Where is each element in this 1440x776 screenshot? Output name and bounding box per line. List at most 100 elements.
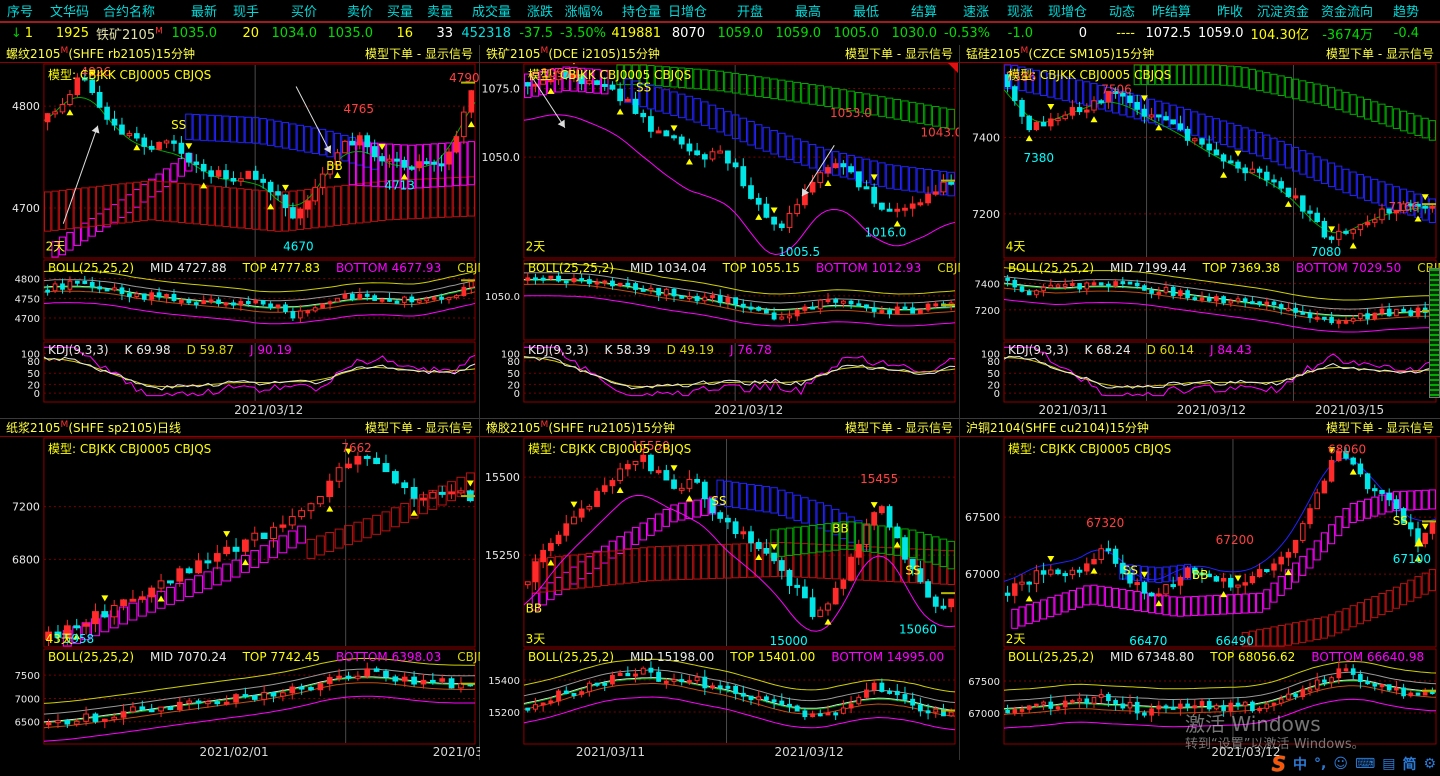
boll-chart[interactable]: 1050.0: [480, 259, 959, 341]
quote-value-row[interactable]: ↓ 1 1925 铁矿2105M 1035.0 20 1034.0 1035.0 16 33 452…: [0, 23, 1440, 44]
sogou-logo-icon[interactable]: S: [1271, 752, 1287, 776]
panel-titlebar[interactable]: 沪铜2104(SHFE cu2104)15分钟 模型下单 - 显示信号: [960, 419, 1440, 437]
quote-col-header[interactable]: 合约名称: [102, 5, 155, 20]
boll-chart[interactable]: 7500 7000 6500: [0, 648, 479, 745]
skin-icon[interactable]: ▤: [1382, 756, 1396, 772]
quote-col-value[interactable]: 8070: [671, 26, 705, 41]
boll-chart[interactable]: 67500 67000: [960, 648, 1440, 745]
quote-col-value[interactable]: ↓ 1: [10, 26, 33, 41]
boll-chart-area[interactable]: 67500 67000 BOLL(25,25,2) MID 67348.80 TOP …: [960, 648, 1440, 745]
panel-titlebar[interactable]: 纸浆2105M(SHFE sp2105)日线 模型下单 - 显示信号: [0, 419, 479, 437]
toolbox-icon[interactable]: ⚙: [1423, 756, 1436, 772]
quote-col-header[interactable]: 结算: [910, 5, 937, 20]
scrollbar[interactable]: [1429, 268, 1440, 398]
quote-col-header[interactable]: 现手: [232, 5, 259, 20]
boll-chart-area[interactable]: 7500 7000 6500 BOLL(25,25,2) MID 7070.24 TOP…: [0, 648, 496, 745]
main-chart-area[interactable]: 7200 6800 7662 5958 43天 模型: CBJKK CBJ0005 CB…: [0, 437, 479, 648]
quote-col-value[interactable]: -0.53%: [944, 26, 990, 41]
quote-col-value[interactable]: -3.50%: [560, 26, 606, 41]
quote-col-value[interactable]: -37.5: [519, 26, 553, 41]
main-chart-area[interactable]: 7400 7200 7586 7506 7380 7166 7080 4天 模型: CBJKK…: [960, 63, 1440, 259]
main-chart-area[interactable]: 15500 15250 15550 15455 SS BB BB SS 15060 15000 3天…: [480, 437, 959, 648]
panel-titlebar[interactable]: 锰硅2105M(CZCE SM105)15分钟 模型下单 - 显示信号: [960, 45, 1440, 63]
quote-col-value[interactable]: -1.0: [1007, 26, 1033, 41]
quote-col-header[interactable]: 最新: [190, 5, 217, 20]
model-order-signal-button[interactable]: 模型下单 - 显示信号: [1326, 47, 1434, 61]
chart-panel[interactable]: 螺纹2105M(SHFE rb2105)15分钟 模型下单 - 显示信号 480…: [0, 45, 496, 419]
kdj-chart-area[interactable]: 100 80 50 20 0 KDJ(9,3,3) K 58.39 D 49.19 J 76.…: [480, 341, 959, 403]
quote-col-header[interactable]: 现增仓: [1047, 5, 1087, 20]
quote-col-header[interactable]: 成交量: [471, 5, 511, 20]
quote-col-value[interactable]: ----: [1116, 26, 1135, 41]
quote-col-header[interactable]: 序号: [6, 5, 33, 20]
panel-titlebar[interactable]: 铁矿2105M(DCE i2105)15分钟 模型下单 - 显示信号: [480, 45, 959, 63]
boll-chart[interactable]: 15400 15200: [480, 648, 959, 745]
quote-col-value[interactable]: -0.4: [1393, 26, 1419, 41]
main-chart-area[interactable]: 1075.0 1050.0 1097.0 SS 1053.0 1043.0 1016.0 10…: [480, 63, 959, 259]
boll-chart-area[interactable]: 7400 7200 BOLL(25,25,2) MID 7199.44 TOP 736…: [960, 259, 1440, 341]
quote-col-header[interactable]: 日增仓: [668, 5, 708, 20]
quote-col-header[interactable]: 趋势: [1392, 5, 1419, 20]
quote-col-value[interactable]: 419881: [611, 26, 661, 41]
quote-col-value[interactable]: 1035.0: [327, 26, 374, 41]
quote-col-header[interactable]: 卖量: [426, 5, 453, 20]
keyboard-icon[interactable]: ⌨: [1354, 756, 1376, 772]
boll-chart[interactable]: 7400 7200: [960, 259, 1440, 341]
model-order-signal-button[interactable]: 模型下单 - 显示信号: [845, 421, 953, 435]
chart-panel[interactable]: 沪铜2104(SHFE cu2104)15分钟 模型下单 - 显示信号 6750…: [960, 419, 1440, 760]
quote-col-header[interactable]: 现涨: [1006, 5, 1033, 20]
quote-col-value[interactable]: 1030.0: [891, 26, 938, 41]
quote-col-value[interactable]: 1035.0: [171, 26, 218, 41]
quote-col-value[interactable]: 1072.5: [1145, 26, 1192, 41]
quote-col-header[interactable]: 资金流向: [1320, 5, 1373, 20]
quote-col-value[interactable]: 1034.0: [271, 26, 318, 41]
quote-col-value[interactable]: 16: [396, 26, 413, 41]
quote-col-value[interactable]: 33: [436, 26, 453, 41]
kdj-chart-area[interactable]: 100 80 50 20 0 KDJ(9,3,3) K 68.24 D 60.14 J 84.…: [960, 341, 1440, 403]
candlestick-chart[interactable]: 4800 4700 4826 SS 4765 BB 4713 4670 4790 2天: [0, 63, 479, 259]
punctuation-icon[interactable]: °,: [1314, 756, 1327, 772]
chart-panel[interactable]: 纸浆2105M(SHFE sp2105)日线 模型下单 - 显示信号 7200 6…: [0, 419, 502, 760]
quote-col-header[interactable]: 速涨: [962, 5, 989, 20]
quote-col-header[interactable]: 动态: [1108, 5, 1135, 20]
boll-chart-area[interactable]: 4800 4750 4700 BOLL(25,25,2) MID 4727.88 TOP…: [0, 259, 496, 341]
candlestick-chart[interactable]: 1075.0 1050.0 1097.0 SS 1053.0 1043.0 1016.0 10…: [480, 63, 959, 259]
quote-col-value[interactable]: 1059.0: [1198, 26, 1244, 41]
model-order-signal-button[interactable]: 模型下单 - 显示信号: [1326, 421, 1434, 435]
quote-col-header[interactable]: 卖价: [346, 5, 373, 20]
quote-col-header[interactable]: 文华码: [49, 5, 89, 20]
candlestick-chart[interactable]: 67500 67000 68060 67320 67200 SS BB SS ▲ 67100 664…: [960, 437, 1440, 648]
quote-col-value[interactable]: -3674万: [1322, 28, 1373, 43]
kdj-chart-area[interactable]: 100 80 50 20 0 KDJ(9,3,3) K 69.98 D 59.87 J 90.…: [0, 341, 479, 403]
boll-chart[interactable]: 4800 4750 4700: [0, 259, 479, 341]
quote-col-header[interactable]: 涨跌: [526, 5, 553, 20]
quote-col-value[interactable]: 1005.0: [833, 26, 880, 41]
ime-toolbar[interactable]: S 中 °, ☺ ⌨ ▤ 简 ⚙: [1271, 752, 1436, 776]
model-order-signal-button[interactable]: 模型下单 - 显示信号: [845, 47, 953, 61]
quote-col-header[interactable]: 昨收: [1216, 5, 1243, 20]
chinese-mode-icon[interactable]: 中: [1293, 757, 1308, 773]
quote-col-header[interactable]: 买价: [290, 5, 317, 20]
quote-col-header[interactable]: 最高: [794, 5, 821, 20]
model-order-signal-button[interactable]: 模型下单 - 显示信号: [365, 47, 473, 61]
main-chart-area[interactable]: 4800 4700 4826 SS 4765 BB 4713 4670 4790 2天 模型: C…: [0, 63, 479, 259]
panel-titlebar[interactable]: 螺纹2105M(SHFE rb2105)15分钟 模型下单 - 显示信号: [0, 45, 479, 63]
quote-col-value[interactable]: 104.30亿: [1250, 28, 1310, 43]
quote-col-value[interactable]: 1059.0: [717, 26, 764, 41]
quote-col-header[interactable]: 昨结算: [1151, 5, 1191, 20]
quote-col-header[interactable]: 最低: [852, 5, 879, 20]
emoji-icon[interactable]: ☺: [1333, 756, 1348, 772]
quote-col-header[interactable]: 涨幅%: [564, 5, 603, 20]
candlestick-chart[interactable]: 7400 7200 7586 7506 7380 7166 7080 4天: [960, 63, 1440, 259]
quote-col-header[interactable]: 沉淀资金: [1256, 5, 1309, 20]
main-chart-area[interactable]: 67500 67000 68060 67320 67200 SS BB SS ▲ 67100 664…: [960, 437, 1440, 648]
quote-col-value[interactable]: 1059.0: [775, 26, 822, 41]
chart-panel[interactable]: 铁矿2105M(DCE i2105)15分钟 模型下单 - 显示信号 1075.…: [480, 45, 976, 419]
quote-col-value[interactable]: 20: [242, 26, 259, 41]
chart-panel[interactable]: 橡胶2105M(SHFE ru2105)15分钟 模型下单 - 显示信号 155…: [480, 419, 999, 760]
model-order-signal-button[interactable]: 模型下单 - 显示信号: [365, 421, 473, 435]
panel-titlebar[interactable]: 橡胶2105M(SHFE ru2105)15分钟 模型下单 - 显示信号: [480, 419, 959, 437]
boll-chart-area[interactable]: 1050.0 BOLL(25,25,2) MID 1034.04 TOP 1055.…: [480, 259, 976, 341]
